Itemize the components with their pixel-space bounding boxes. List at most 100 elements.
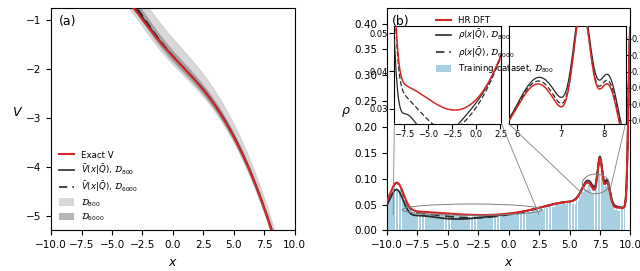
- Bar: [621, 208, 622, 230]
- Bar: [524, 213, 525, 230]
- Bar: [478, 216, 479, 230]
- Bar: [513, 215, 515, 230]
- Bar: [502, 216, 504, 230]
- Bar: [397, 189, 399, 230]
- Bar: [578, 201, 579, 230]
- Bar: [431, 214, 432, 230]
- Bar: [495, 216, 497, 230]
- Bar: [614, 209, 616, 230]
- Bar: [550, 206, 552, 230]
- Bar: [426, 212, 428, 230]
- Bar: [567, 203, 568, 230]
- Bar: [446, 214, 447, 230]
- Bar: [481, 217, 483, 230]
- Bar: [472, 217, 474, 230]
- Bar: [555, 204, 556, 230]
- Bar: [389, 196, 391, 230]
- Bar: [475, 216, 477, 230]
- Bar: [497, 215, 498, 230]
- Bar: [527, 211, 529, 230]
- Bar: [564, 203, 565, 230]
- Bar: [563, 204, 564, 230]
- Bar: [610, 198, 611, 230]
- Bar: [466, 215, 467, 230]
- Bar: [467, 217, 469, 230]
- Bar: [525, 212, 527, 230]
- Bar: [579, 196, 580, 230]
- X-axis label: $x$: $x$: [168, 256, 178, 269]
- Bar: [423, 214, 424, 230]
- Bar: [408, 207, 409, 230]
- Bar: [545, 206, 547, 230]
- Bar: [518, 214, 519, 230]
- Bar: [580, 193, 582, 230]
- Bar: [619, 211, 620, 230]
- Bar: [432, 215, 434, 230]
- Bar: [437, 214, 438, 230]
- Bar: [568, 202, 570, 230]
- Bar: [438, 215, 440, 230]
- Bar: [403, 200, 404, 230]
- Bar: [558, 204, 559, 230]
- Bar: [529, 212, 530, 230]
- Bar: [596, 186, 597, 230]
- Bar: [469, 215, 470, 230]
- Bar: [434, 213, 435, 230]
- Bar: [501, 215, 502, 230]
- Bar: [414, 211, 415, 230]
- Bar: [547, 207, 548, 230]
- Bar: [400, 190, 401, 230]
- Bar: [604, 187, 605, 230]
- Bar: [561, 205, 562, 230]
- Bar: [599, 173, 600, 230]
- Bar: [595, 190, 596, 230]
- Bar: [477, 215, 478, 230]
- Bar: [588, 185, 589, 230]
- Bar: [484, 217, 486, 230]
- Bar: [532, 211, 533, 230]
- Bar: [483, 217, 484, 230]
- Bar: [410, 210, 411, 230]
- Bar: [422, 212, 423, 230]
- Bar: [492, 216, 493, 230]
- Bar: [544, 208, 545, 230]
- Bar: [587, 189, 588, 230]
- Bar: [500, 216, 501, 230]
- Bar: [553, 207, 554, 230]
- Bar: [429, 214, 431, 230]
- Bar: [458, 215, 460, 230]
- Bar: [515, 215, 516, 230]
- Bar: [435, 213, 436, 230]
- Bar: [460, 217, 461, 230]
- Bar: [488, 215, 489, 230]
- Bar: [480, 216, 481, 230]
- Bar: [582, 192, 584, 230]
- Bar: [536, 210, 538, 230]
- Bar: [576, 200, 577, 230]
- Bar: [404, 201, 406, 230]
- Bar: [451, 216, 452, 230]
- Bar: [591, 193, 593, 230]
- Bar: [613, 207, 614, 230]
- Bar: [531, 212, 532, 230]
- Bar: [470, 217, 472, 230]
- Bar: [454, 215, 455, 230]
- Bar: [406, 206, 408, 230]
- Bar: [396, 188, 397, 230]
- Bar: [556, 204, 557, 230]
- Text: (b): (b): [392, 15, 410, 28]
- Bar: [611, 205, 612, 230]
- Bar: [605, 186, 607, 230]
- Bar: [584, 188, 585, 230]
- Bar: [419, 214, 420, 230]
- Bar: [394, 185, 396, 230]
- Bar: [510, 214, 512, 230]
- Bar: [424, 213, 426, 230]
- Bar: [504, 216, 506, 230]
- Bar: [618, 211, 619, 230]
- Y-axis label: $V$: $V$: [12, 106, 24, 119]
- Bar: [447, 214, 449, 230]
- Bar: [399, 191, 400, 230]
- Bar: [543, 210, 544, 230]
- Bar: [590, 189, 591, 230]
